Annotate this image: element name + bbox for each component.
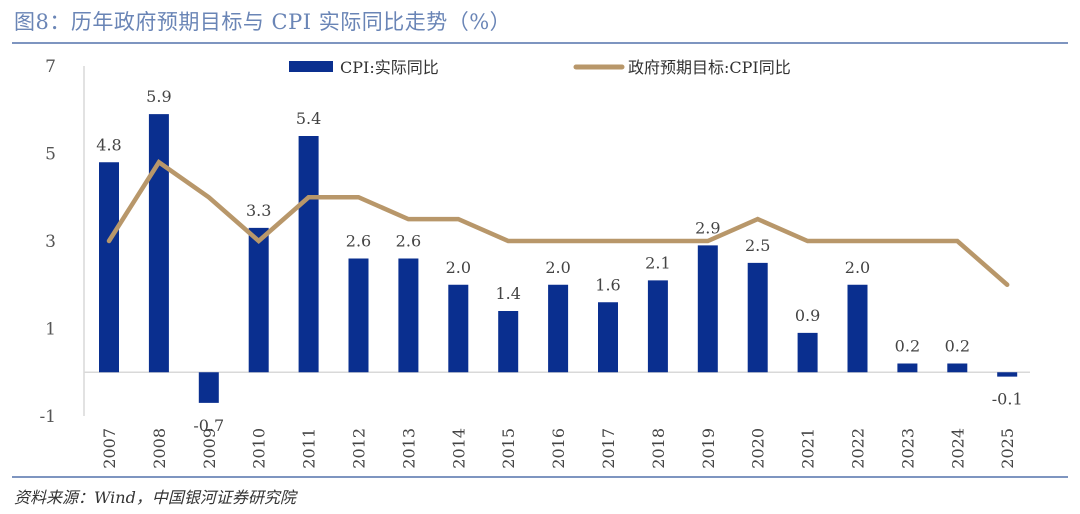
data-label: 0.2 [895, 337, 920, 356]
bar-2017 [598, 302, 618, 373]
data-label: 2.1 [645, 253, 670, 272]
x-tick-label: 2009 [200, 428, 219, 469]
bar-2014 [448, 284, 469, 373]
data-label: 2.6 [346, 232, 371, 251]
x-tick-label: 2008 [150, 428, 169, 469]
bar-series [99, 114, 1018, 403]
x-tick-label: 2011 [300, 428, 319, 469]
x-tick-label: 2012 [350, 428, 369, 469]
data-labels: 4.8 5.9 -0.7 3.3 5.4 2.6 2.6 2.0 1.4 2.0 1.6 2.1 2.9… [96, 87, 1022, 435]
data-label: 1.4 [495, 284, 520, 303]
data-label: 2.6 [396, 232, 421, 251]
x-tick-label: 2010 [250, 428, 269, 469]
data-label: 3.3 [246, 201, 271, 220]
legend-swatch-bar [289, 61, 333, 72]
bar-2012 [348, 258, 369, 373]
line-series [106, 159, 1010, 287]
source-note: 资料来源：Wind，中国银河证券研究院 [14, 488, 296, 507]
y-tick-label: -1 [39, 407, 56, 427]
data-label: 2.0 [545, 258, 570, 277]
data-label: 5.4 [296, 109, 321, 128]
legend-label-line: 政府预期目标:CPI同比 [628, 58, 791, 77]
data-label: 1.6 [595, 275, 620, 294]
x-axis: 2007 2008 2009 2010 2011 2012 2013 2014 2015 2016… [100, 428, 1017, 469]
data-label: 4.8 [96, 135, 121, 154]
x-tick-label: 2025 [998, 428, 1017, 469]
x-tick-label: 2022 [849, 428, 868, 469]
bar-2007 [99, 162, 119, 373]
bar-2013 [398, 258, 419, 373]
data-label: 2.9 [695, 218, 720, 237]
legend: CPI:实际同比 政府预期目标:CPI同比 [289, 58, 791, 77]
bar-2016 [548, 284, 569, 373]
legend-label-bar: CPI:实际同比 [340, 58, 439, 77]
chart-title: 图8：历年政府预期目标与 CPI 实际同比走势（%） [14, 10, 512, 34]
bar-2019 [697, 245, 718, 373]
data-label: 0.9 [795, 306, 820, 325]
bar-2023 [897, 363, 918, 373]
bar-2021 [797, 332, 818, 373]
y-tick-label: 7 [45, 57, 56, 77]
x-tick-label: 2020 [749, 428, 768, 469]
x-tick-label: 2019 [699, 428, 718, 469]
y-tick-label: 1 [45, 320, 56, 340]
x-tick-label: 2021 [799, 428, 818, 469]
bar-2025 [997, 372, 1018, 377]
data-label: 2.0 [446, 258, 471, 277]
data-label: 2.5 [745, 236, 770, 255]
x-tick-label: 2023 [898, 428, 917, 469]
data-label: -0.7 [193, 416, 224, 435]
bar-2024 [947, 363, 968, 373]
bar-2010 [248, 227, 269, 373]
bar-2011 [298, 136, 319, 373]
x-tick-label: 2013 [399, 428, 418, 469]
bar-2008 [148, 114, 169, 373]
top-rule [12, 42, 1068, 44]
x-tick-label: 2014 [449, 428, 468, 469]
data-label: -0.1 [992, 390, 1023, 409]
data-label: 2.0 [845, 258, 870, 277]
bar-2022 [847, 284, 868, 373]
bar-2018 [647, 280, 668, 373]
bar-2009 [198, 372, 219, 403]
bar-2015 [498, 311, 519, 373]
x-tick-label: 2015 [499, 428, 518, 469]
x-tick-label: 2018 [649, 428, 668, 469]
data-label: 5.9 [146, 87, 171, 106]
data-label: 0.2 [945, 337, 970, 356]
bottom-rule [12, 476, 1068, 478]
x-tick-label: 2024 [948, 428, 967, 469]
x-tick-label: 2007 [100, 428, 119, 469]
bar-2020 [747, 262, 768, 373]
x-tick-label: 2017 [599, 428, 618, 469]
y-tick-label: 5 [45, 145, 56, 165]
y-tick-label: 3 [45, 232, 56, 252]
x-tick-label: 2016 [549, 428, 568, 469]
